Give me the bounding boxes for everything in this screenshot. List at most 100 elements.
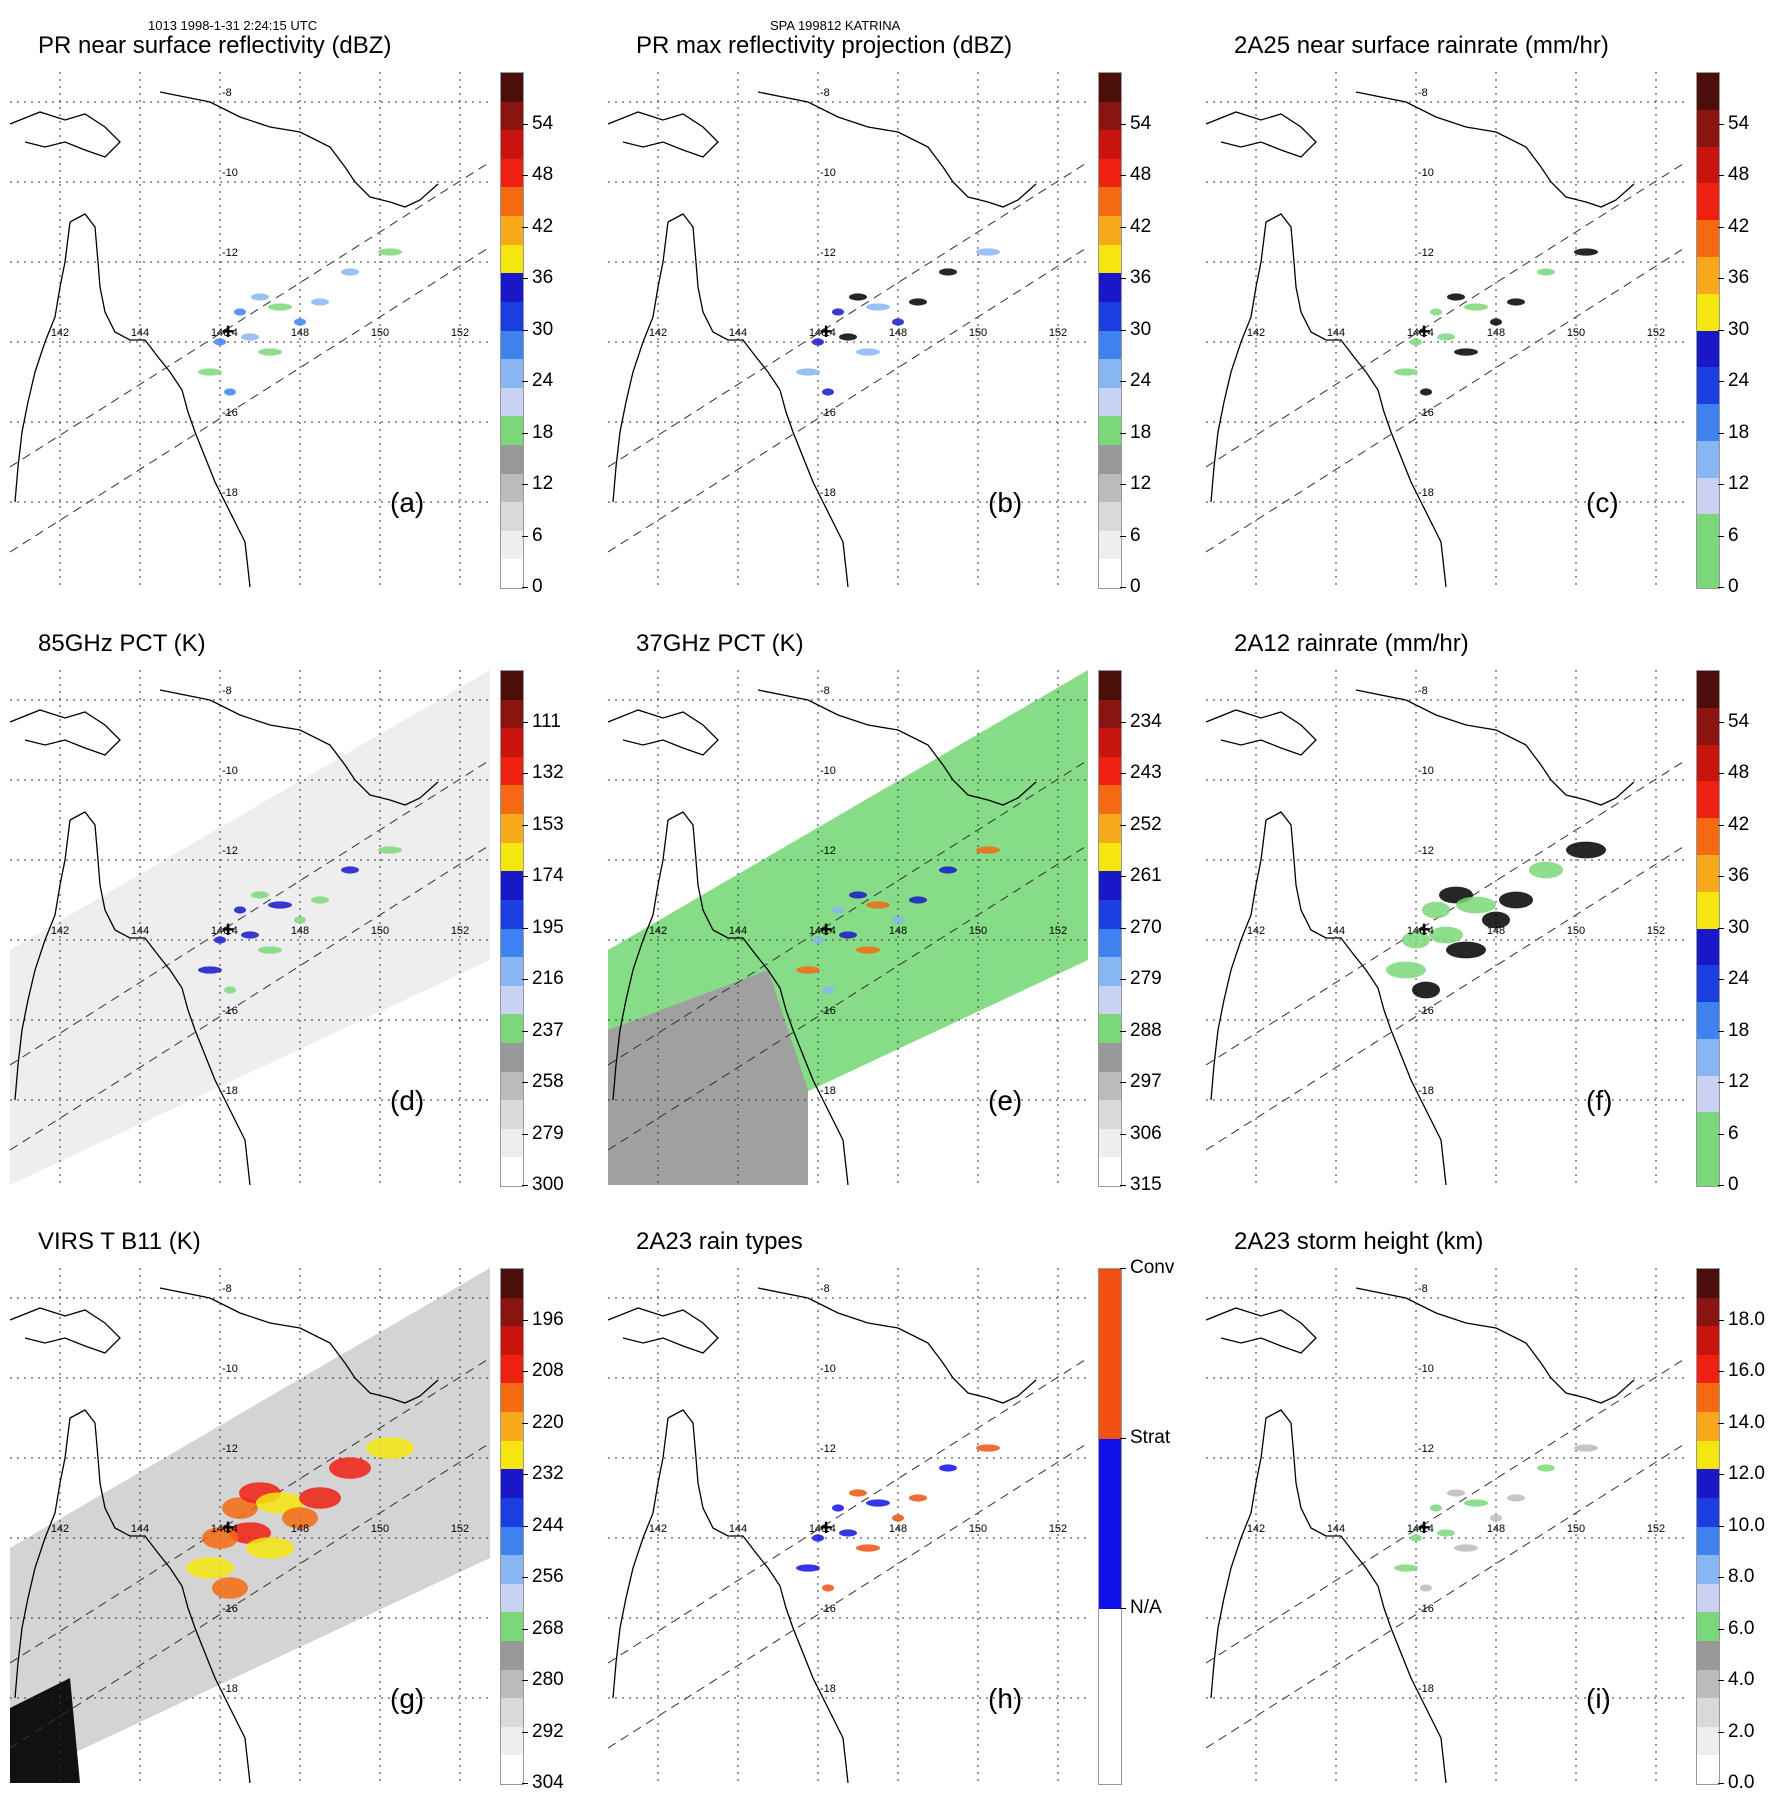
panel-title: 37GHz PCT (K) xyxy=(636,630,804,657)
precip-cell xyxy=(378,248,402,256)
colorbar-tick-label: 6 xyxy=(1130,524,1141,546)
colorbar-segment xyxy=(1099,244,1121,274)
colorbar-tick-label: 297 xyxy=(1130,1071,1162,1092)
swath-edge xyxy=(608,1442,1088,1749)
colorbar-segment xyxy=(1099,502,1121,532)
panel-title: 2A12 rainrate (mm/hr) xyxy=(1234,630,1469,657)
coastline xyxy=(159,689,439,806)
swath-edge xyxy=(10,759,490,1066)
colorbar-segment xyxy=(501,1640,523,1671)
colorbar-tick-mark xyxy=(1120,432,1126,434)
lon-label: 152 xyxy=(451,925,469,937)
colorbar-segment xyxy=(1697,1698,1719,1728)
colorbar-segment xyxy=(1099,101,1121,131)
lon-label: 144 xyxy=(1327,327,1345,339)
precip-cell xyxy=(1464,1499,1488,1507)
colorbar-tick-label: 216 xyxy=(532,968,564,989)
storm-center-marker: + xyxy=(222,319,235,344)
colorbar-segment xyxy=(501,559,523,589)
lon-label: 144 xyxy=(729,925,747,937)
lat-label: -10 xyxy=(820,1363,836,1375)
colorbar-tick-label: 0.0 xyxy=(1728,1772,1755,1793)
panel-a: PR near surface reflectivity (dBZ) +142 14… xyxy=(10,32,553,597)
lat-label: -8 xyxy=(222,87,232,99)
precip-cell xyxy=(212,1577,248,1599)
precip-cell xyxy=(1412,981,1440,999)
colorbar-tick-label: 30 xyxy=(532,318,554,340)
lon-label: 150 xyxy=(1567,327,1585,339)
colorbar-tick-label: 12 xyxy=(1130,473,1152,494)
lat-label: -16 xyxy=(222,1603,238,1615)
colorbar-tick-mark xyxy=(1120,1133,1126,1135)
colorbar-segment xyxy=(1099,530,1121,560)
lat-label: -14 xyxy=(820,1523,836,1535)
colorbar-tick-label: 220 xyxy=(532,1411,564,1433)
map-area: +142 144 146 148 150 152 -8 -10 -12 -14 -16 -18 xyxy=(608,1268,1088,1783)
storm-center-marker: + xyxy=(222,917,235,942)
precip-cell xyxy=(366,1437,414,1459)
colorbar-segment xyxy=(501,928,523,958)
colorbar-tick-label: 54 xyxy=(1130,112,1152,134)
lat-label: -14 xyxy=(820,327,836,339)
colorbar-tick-mark xyxy=(1718,587,1724,588)
colorbar-segment xyxy=(501,785,523,815)
lon-label: 150 xyxy=(371,925,389,937)
colorbar xyxy=(1696,1268,1720,1785)
precip-cell xyxy=(251,891,269,899)
colorbar-segment xyxy=(501,699,523,729)
colorbar-tick-mark xyxy=(1718,1133,1724,1135)
lon-label: 150 xyxy=(1567,1523,1585,1535)
colorbar-tick-label: 268 xyxy=(532,1617,564,1639)
colorbar-segment xyxy=(1099,899,1121,929)
colorbar-segment xyxy=(501,130,523,160)
panel-i: 2A23 storm height (km) +142 144 146 148 150 15… xyxy=(1206,1228,1765,1793)
precip-cell xyxy=(378,846,402,854)
lat-label: -12 xyxy=(820,1443,836,1455)
colorbar-tick-mark xyxy=(1718,1474,1724,1475)
colorbar-segment xyxy=(501,244,523,274)
colorbar-tick-mark xyxy=(1718,1628,1724,1630)
colorbar-tick-label: Conv xyxy=(1130,1257,1175,1278)
lon-label: 148 xyxy=(291,327,309,339)
precip-cell xyxy=(832,906,844,914)
colorbar-tick-mark xyxy=(1120,1608,1126,1609)
colorbar-tick-label: 270 xyxy=(1130,916,1162,938)
colorbar-tick-label: 208 xyxy=(532,1360,564,1381)
coastline xyxy=(608,111,719,158)
colorbar-tick-label: 24 xyxy=(532,370,554,391)
coastline xyxy=(667,1409,849,1783)
colorbar-tick-label: 30 xyxy=(1728,318,1750,340)
precip-cell xyxy=(856,348,880,356)
lat-label: -10 xyxy=(222,765,238,777)
lat-label: -16 xyxy=(1418,1603,1434,1615)
swath-edge xyxy=(1206,1442,1686,1749)
colorbar xyxy=(1696,72,1720,589)
precip-cell xyxy=(1574,1444,1598,1452)
colorbar-tick-mark xyxy=(1120,1438,1126,1439)
lon-label: 152 xyxy=(1049,327,1067,339)
lat-label: -8 xyxy=(820,1283,830,1295)
coastline xyxy=(1210,1417,1267,1699)
swath-edge xyxy=(10,246,490,553)
colorbar-tick-mark xyxy=(1718,1525,1724,1527)
colorbar-tick-mark xyxy=(522,1133,528,1135)
colorbar-tick-label: N/A xyxy=(1130,1597,1162,1618)
colorbar-segment xyxy=(1697,1440,1719,1470)
coastline xyxy=(159,1287,439,1404)
lat-label: -12 xyxy=(820,845,836,857)
lat-label: -12 xyxy=(1418,845,1434,857)
colorbar-tick-label: 279 xyxy=(1130,968,1162,989)
lon-label: 150 xyxy=(1567,925,1585,937)
colorbar-segment xyxy=(1099,301,1121,331)
colorbar-tick-label: 232 xyxy=(532,1463,564,1484)
panel-label: (a) xyxy=(390,487,425,518)
colorbar-tick-mark xyxy=(1718,1680,1724,1681)
colorbar-tick-mark xyxy=(1120,123,1126,125)
lat-label: -8 xyxy=(1418,685,1428,697)
colorbar-segment xyxy=(501,899,523,929)
colorbar-tick-mark xyxy=(1718,1030,1724,1032)
precip-cell xyxy=(224,388,236,396)
lon-label: 144 xyxy=(1327,1523,1345,1535)
precip-cell xyxy=(1507,298,1525,306)
colorbar-tick-mark xyxy=(1718,226,1724,228)
